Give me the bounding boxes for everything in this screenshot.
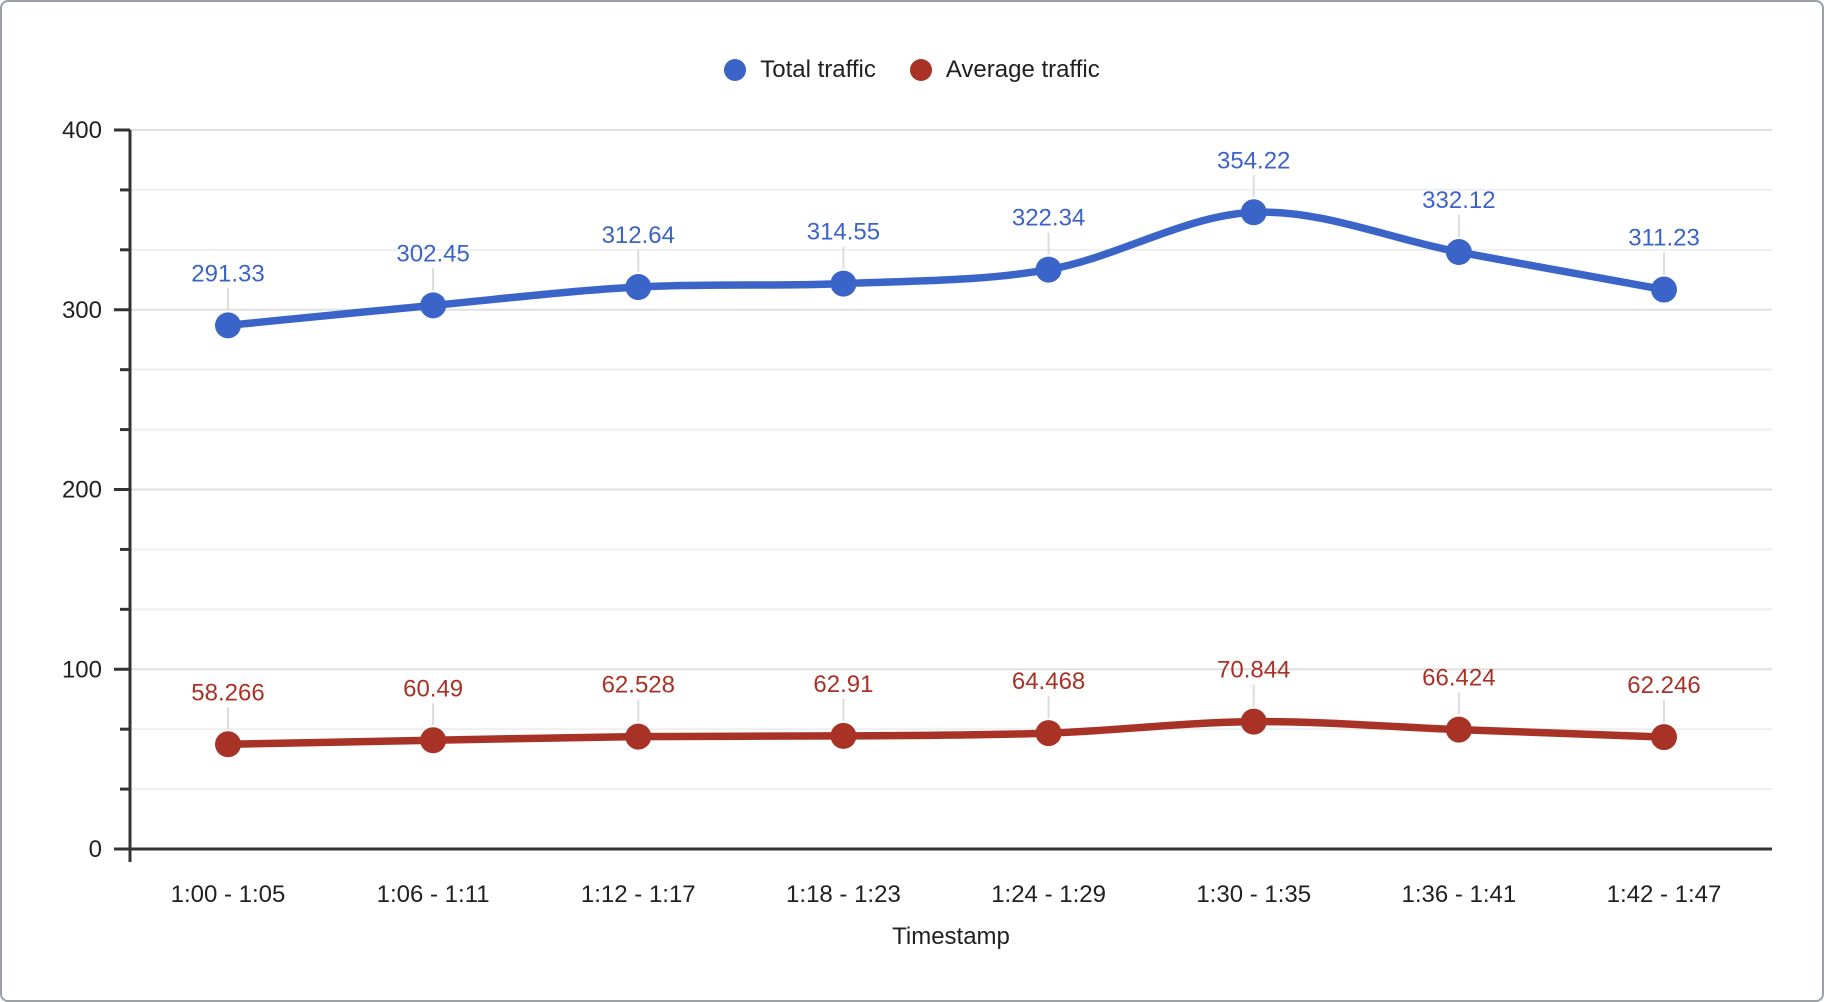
data-point-label: 322.34 — [1012, 205, 1085, 232]
x-tick-label: 1:18 - 1:23 — [786, 881, 901, 908]
data-point-label: 66.424 — [1422, 665, 1495, 692]
x-tick-label: 1:06 - 1:11 — [377, 881, 490, 908]
data-point-label: 62.528 — [602, 672, 675, 699]
x-tick-label: 1:42 - 1:47 — [1607, 881, 1722, 908]
x-axis-title: Timestamp — [892, 923, 1010, 950]
data-point-0-6 — [1445, 239, 1472, 266]
legend-label-total-traffic: Total traffic — [760, 56, 876, 83]
data-point-1-2 — [625, 723, 652, 750]
data-point-0-2 — [625, 274, 652, 301]
x-tick-label: 1:00 - 1:05 — [171, 881, 286, 908]
x-tick-label: 1:24 - 1:29 — [991, 881, 1106, 908]
y-tick-label: 0 — [89, 836, 102, 863]
y-tick-label: 300 — [62, 297, 102, 324]
data-point-label: 58.266 — [191, 679, 264, 706]
data-point-label: 354.22 — [1217, 147, 1290, 174]
data-point-0-3 — [830, 270, 857, 297]
data-point-label: 311.23 — [1628, 225, 1700, 252]
legend-marker-average-traffic-icon — [909, 59, 932, 81]
data-point-label: 70.844 — [1217, 657, 1290, 684]
data-point-1-4 — [1035, 720, 1062, 747]
data-point-label: 62.246 — [1627, 672, 1700, 699]
legend-marker-total-traffic-icon — [724, 59, 747, 81]
legend-label-average-traffic: Average traffic — [945, 56, 1100, 83]
data-point-label: 332.12 — [1422, 187, 1495, 214]
x-tick-label: 1:12 - 1:17 — [581, 881, 696, 908]
data-point-label: 302.45 — [396, 240, 469, 267]
data-point-0-0 — [215, 312, 241, 339]
data-point-label: 314.55 — [807, 219, 880, 246]
series-line-0 — [224, 208, 1668, 330]
data-point-1-6 — [1445, 716, 1472, 743]
y-tick-label: 400 — [62, 117, 102, 144]
y-tick-label: 100 — [62, 656, 102, 683]
data-point-1-7 — [1651, 724, 1677, 751]
data-point-0-7 — [1651, 276, 1677, 303]
series-line-1 — [224, 717, 1668, 749]
data-point-0-4 — [1035, 256, 1062, 283]
data-point-label: 60.49 — [403, 675, 463, 702]
data-point-label: 312.64 — [602, 222, 675, 249]
legend-item-average-traffic: Average traffic — [909, 56, 1100, 83]
data-point-label: 64.468 — [1012, 668, 1085, 695]
data-point-1-3 — [830, 722, 857, 749]
x-tick-label: 1:30 - 1:35 — [1196, 881, 1311, 908]
data-point-1-0 — [215, 731, 241, 758]
x-tick-label: 1:36 - 1:41 — [1401, 881, 1516, 908]
data-point-1-1 — [420, 727, 447, 754]
legend-item-total-traffic: Total traffic — [724, 58, 876, 82]
data-point-label: 291.33 — [191, 260, 264, 287]
data-point-0-1 — [420, 292, 447, 319]
y-tick-label: 200 — [62, 477, 102, 504]
chart-legend: Total traffic Average traffic — [2, 48, 1822, 92]
data-point-1-5 — [1240, 708, 1267, 735]
data-point-label: 62.91 — [813, 671, 873, 698]
data-point-0-5 — [1240, 199, 1267, 226]
